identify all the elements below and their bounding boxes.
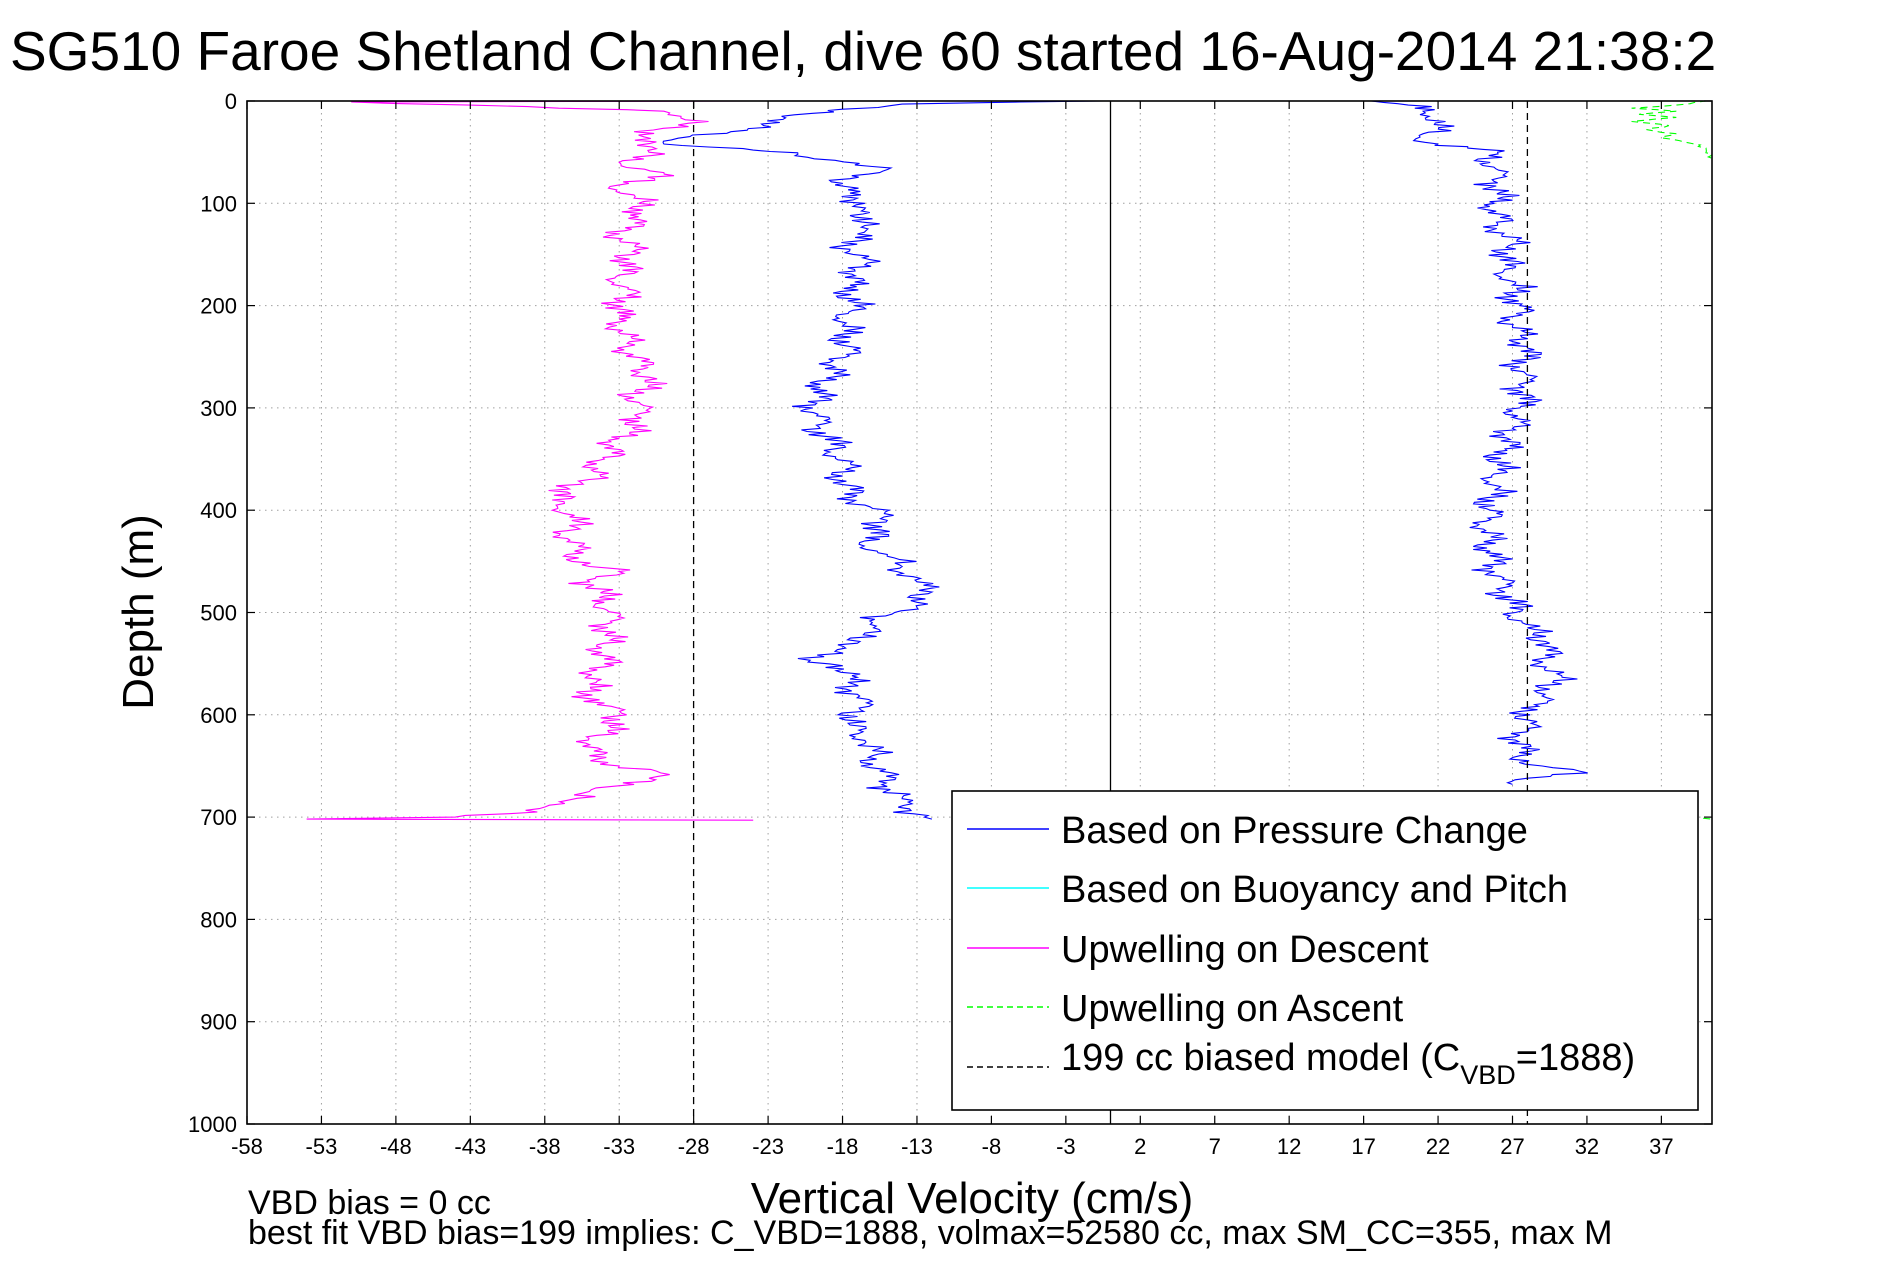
- y-tick-label: 300: [200, 396, 237, 421]
- y-axis-label: Depth (m): [114, 514, 163, 710]
- legend-label-pressure: Based on Pressure Change: [1061, 810, 1528, 852]
- series-line-1: [306, 100, 754, 821]
- legend-label-buoyancy: Based on Buoyancy and Pitch: [1061, 869, 1568, 911]
- x-tick-label: -23: [752, 1134, 784, 1159]
- series-line-0: [662, 100, 1104, 820]
- x-tick-label: 27: [1500, 1134, 1524, 1159]
- y-tick-label: 700: [200, 805, 237, 830]
- x-tick-label: -3: [1056, 1134, 1076, 1159]
- x-tick-label: -53: [306, 1134, 338, 1159]
- legend-label-model-tail: =1888): [1516, 1037, 1635, 1079]
- x-tick-label: -18: [827, 1134, 859, 1159]
- y-tick-label: 500: [200, 601, 237, 626]
- x-tick-label: -13: [901, 1134, 933, 1159]
- x-tick-label: -33: [603, 1134, 635, 1159]
- x-tick-label: 22: [1426, 1134, 1450, 1159]
- legend-box: [951, 790, 1699, 1111]
- x-tick-label: -8: [982, 1134, 1002, 1159]
- x-tick-label: 37: [1649, 1134, 1673, 1159]
- y-tick-label: 100: [200, 191, 237, 216]
- y-tick-label: 600: [200, 703, 237, 728]
- ticks: -58 -53 -48 -43 -38 -33 -28 -23 -18 -13 -8 -3 2 7 12 17…: [188, 89, 1712, 1159]
- x-tick-label: -58: [231, 1134, 263, 1159]
- y-tick-label: 400: [200, 498, 237, 523]
- legend-label-model-sub: VBD: [1460, 1060, 1516, 1090]
- legend-label-descent: Upwelling on Descent: [1061, 929, 1429, 971]
- x-tick-label: 32: [1575, 1134, 1599, 1159]
- x-tick-label: -43: [454, 1134, 486, 1159]
- y-tick-label: 800: [200, 907, 237, 932]
- x-tick-label: 17: [1351, 1134, 1375, 1159]
- y-tick-label: 200: [200, 294, 237, 319]
- best-fit-note: best fit VBD bias=199 implies: C_VBD=188…: [248, 1214, 1612, 1252]
- x-tick-label: -28: [678, 1134, 710, 1159]
- legend: Based on Pressure Change Based on Buoyan…: [951, 790, 1699, 1111]
- legend-label-model-main: 199 cc biased model (C: [1061, 1037, 1460, 1079]
- x-tick-label: -48: [380, 1134, 412, 1159]
- vbd-bias-note: VBD bias = 0 cc: [248, 1184, 491, 1222]
- chart-title: SG510 Faroe Shetland Channel, dive 60 st…: [10, 20, 1716, 82]
- series-line-3: [1452, 100, 1713, 159]
- y-tick-label: 0: [225, 89, 237, 114]
- x-tick-label: 2: [1134, 1134, 1146, 1159]
- x-axis-label: Vertical Velocity (cm/s): [751, 1174, 1194, 1223]
- legend-label-ascent: Upwelling on Ascent: [1061, 988, 1404, 1030]
- legend-label-model: 199 cc biased model (CVBD=1888): [1061, 1037, 1635, 1090]
- y-tick-label: 900: [200, 1010, 237, 1035]
- x-tick-label: 7: [1209, 1134, 1221, 1159]
- x-tick-label: 12: [1277, 1134, 1301, 1159]
- y-tick-label: 1000: [188, 1112, 237, 1137]
- series-line-2: [1371, 100, 1588, 785]
- x-tick-label: -38: [529, 1134, 561, 1159]
